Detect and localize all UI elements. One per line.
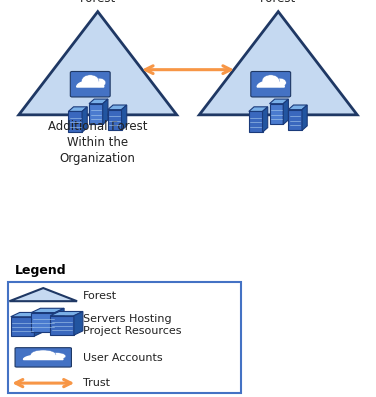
Bar xyxy=(50,316,74,335)
FancyBboxPatch shape xyxy=(251,71,291,97)
Polygon shape xyxy=(249,107,268,112)
Polygon shape xyxy=(32,308,64,312)
Bar xyxy=(288,110,302,130)
Polygon shape xyxy=(270,99,288,104)
FancyBboxPatch shape xyxy=(15,348,71,367)
Polygon shape xyxy=(288,105,307,110)
Text: User Accounts: User Accounts xyxy=(83,353,162,363)
Circle shape xyxy=(30,350,56,359)
FancyBboxPatch shape xyxy=(70,71,110,97)
Polygon shape xyxy=(103,99,108,124)
Circle shape xyxy=(262,75,279,87)
Polygon shape xyxy=(55,308,64,332)
Text: Forest: Forest xyxy=(83,291,117,301)
Circle shape xyxy=(93,78,106,87)
Polygon shape xyxy=(199,12,357,115)
Bar xyxy=(68,112,82,132)
Bar xyxy=(270,104,283,124)
Text: Servers Hosting
Project Resources: Servers Hosting Project Resources xyxy=(83,314,181,336)
FancyBboxPatch shape xyxy=(8,282,241,393)
Polygon shape xyxy=(257,81,284,87)
Polygon shape xyxy=(262,107,268,132)
Text: Additional Forest
Within the
Organization: Additional Forest Within the Organizatio… xyxy=(48,120,147,165)
Polygon shape xyxy=(9,288,77,301)
Polygon shape xyxy=(50,312,83,316)
Text: Legend: Legend xyxy=(15,264,67,277)
Polygon shape xyxy=(11,312,43,317)
Polygon shape xyxy=(74,312,83,335)
Text: Trust: Trust xyxy=(83,378,110,388)
Polygon shape xyxy=(121,105,127,130)
Text: Organizational
Forest: Organizational Forest xyxy=(55,0,141,5)
Bar xyxy=(89,104,103,124)
Bar xyxy=(108,110,121,130)
Circle shape xyxy=(82,75,99,87)
Polygon shape xyxy=(283,99,288,124)
Circle shape xyxy=(273,78,286,87)
Text: Organizational
Forest: Organizational Forest xyxy=(235,0,321,5)
Circle shape xyxy=(47,353,66,360)
Polygon shape xyxy=(108,105,127,110)
Bar xyxy=(11,317,34,336)
Polygon shape xyxy=(19,12,177,115)
Polygon shape xyxy=(77,81,104,87)
Bar xyxy=(32,312,55,332)
Polygon shape xyxy=(68,107,87,112)
Bar xyxy=(249,112,262,132)
Polygon shape xyxy=(302,105,307,130)
Polygon shape xyxy=(34,312,43,336)
Polygon shape xyxy=(82,107,87,132)
Polygon shape xyxy=(89,99,108,104)
Polygon shape xyxy=(23,355,63,360)
